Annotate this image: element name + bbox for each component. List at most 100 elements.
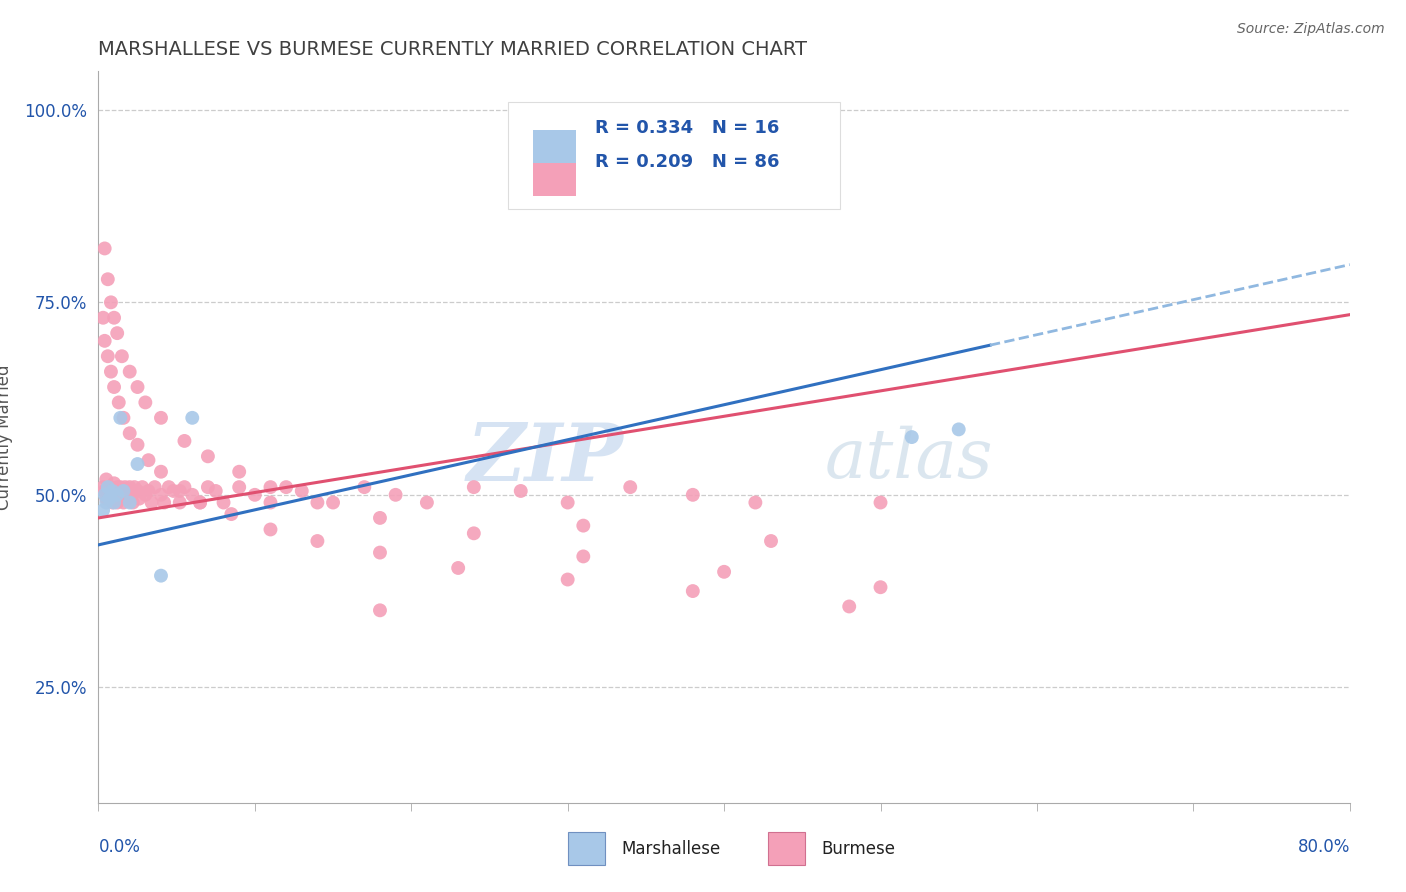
Point bbox=[416, 495, 439, 509]
Point bbox=[162, 483, 184, 498]
Point bbox=[463, 526, 485, 541]
Point bbox=[97, 272, 120, 286]
Point bbox=[107, 483, 129, 498]
Point bbox=[948, 422, 970, 436]
Point bbox=[93, 242, 115, 256]
Point bbox=[103, 380, 125, 394]
Point bbox=[110, 480, 132, 494]
Point bbox=[100, 483, 122, 498]
Point bbox=[204, 483, 226, 498]
Point bbox=[103, 495, 125, 509]
Point bbox=[228, 465, 250, 479]
Point bbox=[259, 495, 281, 509]
Point bbox=[188, 495, 211, 509]
Point bbox=[619, 480, 641, 494]
Point bbox=[105, 488, 128, 502]
FancyBboxPatch shape bbox=[533, 163, 576, 195]
Point bbox=[100, 365, 122, 379]
Point bbox=[111, 349, 134, 363]
Point bbox=[307, 534, 329, 549]
Point bbox=[100, 480, 122, 494]
Point bbox=[134, 488, 156, 502]
Point bbox=[274, 480, 298, 494]
Point bbox=[744, 495, 766, 509]
Point bbox=[368, 545, 391, 559]
Point bbox=[368, 603, 391, 617]
Point bbox=[115, 483, 138, 498]
Point bbox=[447, 561, 470, 575]
Point bbox=[173, 480, 195, 494]
Point bbox=[188, 495, 211, 509]
Point bbox=[104, 488, 127, 502]
Point bbox=[118, 495, 141, 509]
Point bbox=[212, 495, 235, 509]
Point bbox=[91, 503, 114, 517]
Point bbox=[150, 488, 173, 502]
Point bbox=[127, 380, 149, 394]
Point bbox=[197, 450, 219, 464]
Point bbox=[838, 599, 860, 614]
Point bbox=[557, 495, 579, 509]
Point bbox=[105, 495, 128, 509]
Point bbox=[127, 483, 149, 498]
Point bbox=[110, 410, 132, 425]
Point bbox=[98, 491, 121, 506]
Text: atlas: atlas bbox=[824, 425, 993, 492]
Point bbox=[134, 395, 156, 409]
Point bbox=[759, 534, 782, 549]
Text: R = 0.209   N = 86: R = 0.209 N = 86 bbox=[595, 153, 780, 171]
Point bbox=[97, 349, 120, 363]
Point bbox=[101, 483, 124, 498]
FancyBboxPatch shape bbox=[768, 832, 806, 865]
Point bbox=[127, 438, 149, 452]
Point bbox=[112, 483, 135, 498]
Point bbox=[384, 488, 406, 502]
Point bbox=[112, 495, 135, 509]
Point bbox=[101, 495, 124, 509]
Point bbox=[307, 495, 329, 509]
Text: Source: ZipAtlas.com: Source: ZipAtlas.com bbox=[1237, 22, 1385, 37]
Point bbox=[121, 495, 143, 509]
Point bbox=[128, 491, 150, 506]
Point bbox=[173, 434, 195, 448]
Point bbox=[138, 453, 160, 467]
Point bbox=[572, 549, 595, 564]
Point bbox=[181, 410, 204, 425]
Point bbox=[103, 310, 125, 325]
Point bbox=[107, 491, 129, 506]
Point bbox=[150, 410, 173, 425]
Text: 80.0%: 80.0% bbox=[1298, 838, 1350, 855]
Text: R = 0.334   N = 16: R = 0.334 N = 16 bbox=[595, 119, 779, 136]
Point bbox=[98, 491, 121, 506]
Point bbox=[93, 483, 115, 498]
Point bbox=[105, 480, 128, 494]
Point bbox=[97, 480, 120, 494]
Point bbox=[682, 488, 704, 502]
Point bbox=[228, 480, 250, 494]
Point bbox=[353, 480, 375, 494]
Point bbox=[114, 480, 136, 494]
FancyBboxPatch shape bbox=[533, 130, 576, 163]
Point bbox=[572, 518, 595, 533]
Point bbox=[197, 480, 219, 494]
Point bbox=[105, 326, 128, 340]
Point bbox=[259, 480, 281, 494]
Point bbox=[169, 495, 191, 509]
Point bbox=[322, 495, 344, 509]
Point bbox=[96, 495, 118, 509]
Point bbox=[96, 491, 118, 506]
Point bbox=[557, 573, 579, 587]
Point bbox=[93, 334, 115, 348]
Point bbox=[98, 480, 121, 494]
Point bbox=[103, 483, 125, 498]
Point bbox=[91, 310, 114, 325]
Y-axis label: Currently Married: Currently Married bbox=[0, 364, 13, 510]
Text: ZIP: ZIP bbox=[467, 420, 624, 498]
Point bbox=[141, 495, 163, 509]
Point bbox=[107, 395, 129, 409]
Point bbox=[150, 568, 173, 582]
Point bbox=[181, 488, 204, 502]
Point bbox=[97, 483, 120, 498]
FancyBboxPatch shape bbox=[568, 832, 605, 865]
Point bbox=[169, 483, 191, 498]
